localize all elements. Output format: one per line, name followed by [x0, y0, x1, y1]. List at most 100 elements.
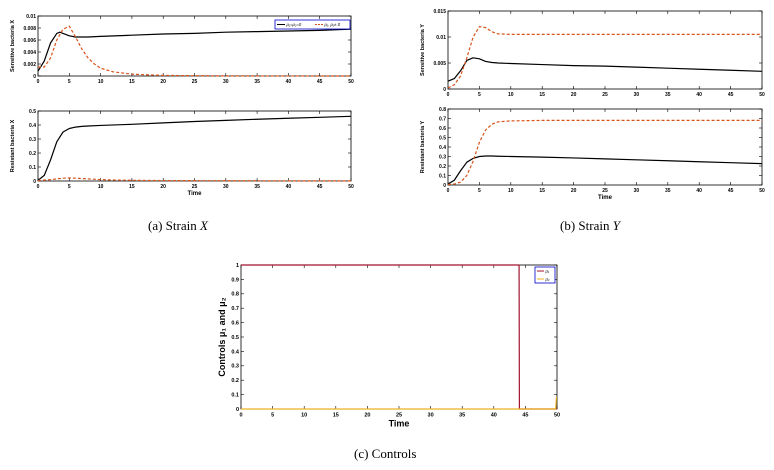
legend-label: μ₁, μ₂≠ 0: [324, 22, 341, 27]
series-line-1: [447, 26, 762, 89]
y-tick-label: 0.01: [26, 14, 36, 20]
legend-label: μ₁: [545, 269, 550, 274]
y-tick-label: 0.6: [231, 321, 239, 327]
y-axis-label: Resistant bacteria X: [10, 119, 16, 172]
caption-b-var: Y: [612, 218, 620, 233]
x-tick-label: 20: [571, 92, 577, 98]
series-line-1: [37, 177, 351, 182]
x-tick-label: 0: [37, 184, 40, 190]
y-axis-label: Controls μ₁ and μ₂: [217, 297, 227, 376]
x-tick-label: 25: [602, 188, 608, 194]
x-tick-label: 20: [571, 188, 577, 194]
x-tick-label: 30: [428, 413, 434, 419]
x-tick-label: 30: [223, 184, 229, 190]
caption-b: (b) Strain Y: [560, 218, 620, 234]
x-tick-label: 50: [554, 413, 560, 419]
y-axis-label: Sensitive bacteria Y: [420, 24, 426, 76]
y-tick-label: 0.002: [23, 62, 36, 68]
y-tick-label: 0.015: [433, 9, 446, 15]
series-line-1: [447, 119, 762, 186]
plot-area: [447, 10, 763, 90]
x-tick-label: 15: [539, 92, 545, 98]
y-tick-label: 0.4: [439, 145, 446, 151]
y-tick-label: 0.5: [231, 335, 239, 341]
legend: μ₁=μ₂=0 μ₁, μ₂≠ 0: [274, 19, 351, 30]
series-line-0: [241, 264, 557, 410]
y-tick-label: 0.8: [231, 292, 239, 298]
chart-controls: 0 5 10 15 20 25 30 35 40 45 50 0 0.1 0.2 0.3 0.4 0.5 0.6 0…: [217, 263, 560, 429]
caption-a-var: X: [199, 218, 208, 233]
caption-a: (a) Strain X: [148, 218, 208, 234]
x-tick-label: 45: [522, 413, 528, 419]
x-tick-label: 15: [333, 413, 339, 419]
y-axis-label: Resistant bacteria Y: [420, 120, 426, 173]
y-tick-label: 0.1: [231, 393, 239, 399]
x-tick-label: 15: [539, 188, 545, 194]
y-tick-label: 0: [443, 87, 446, 93]
y-tick-label: 0.7: [439, 116, 446, 122]
legend: μ₁ μ₂: [534, 266, 556, 284]
x-tick-label: 50: [348, 79, 354, 85]
y-tick-label: 0.4: [231, 349, 240, 355]
x-tick-label: 0: [37, 79, 40, 85]
plot-area: [447, 108, 763, 186]
x-axis-label: Time: [188, 191, 203, 197]
y-tick-label: 0.1: [29, 165, 36, 171]
x-tick-label: 40: [696, 92, 702, 98]
x-tick-label: 40: [491, 413, 497, 419]
x-tick-label: 10: [98, 79, 104, 85]
x-tick-label: 35: [459, 413, 465, 419]
y-tick-label: 0.1: [439, 173, 446, 179]
caption-a-text: (a) Strain: [148, 218, 200, 233]
y-tick-label: 0: [33, 74, 36, 80]
x-tick-label: 45: [728, 92, 734, 98]
x-tick-label: 15: [129, 79, 135, 85]
y-tick-label: 0.6: [439, 126, 446, 132]
y-tick-label: 0.008: [23, 26, 36, 32]
legend-box: [274, 19, 351, 30]
series-line-1: [38, 25, 352, 77]
x-tick-label: 30: [634, 92, 640, 98]
x-tick-label: 15: [129, 184, 135, 190]
y-tick-label: 0.2: [231, 378, 239, 384]
series-line-0: [447, 155, 763, 185]
x-tick-label: 30: [223, 79, 229, 85]
x-tick-label: 20: [364, 413, 370, 419]
caption-b-text: (b) Strain: [560, 218, 613, 233]
series-line-1: [241, 396, 557, 410]
x-tick-label: 40: [696, 188, 702, 194]
x-tick-label: 0: [239, 413, 242, 419]
x-tick-label: 45: [317, 79, 323, 85]
x-tick-label: 45: [728, 188, 734, 194]
y-tick-label: 0.3: [29, 137, 36, 143]
x-axis-label: Time: [598, 195, 613, 201]
y-tick-label: 0: [33, 179, 36, 185]
x-tick-label: 25: [192, 79, 198, 85]
x-tick-label: 5: [68, 79, 71, 85]
y-tick-label: 0.9: [231, 277, 239, 283]
y-tick-label: 0.005: [433, 61, 446, 67]
x-tick-label: 50: [759, 92, 765, 98]
legend-label: μ₁=μ₂=0: [286, 22, 302, 27]
x-tick-label: 30: [634, 188, 640, 194]
y-axis-label: Sensitive bacteria X: [10, 20, 16, 72]
x-tick-label: 25: [192, 184, 198, 190]
x-tick-label: 5: [478, 92, 481, 98]
x-tick-label: 20: [160, 184, 166, 190]
x-tick-label: 5: [271, 413, 274, 419]
x-tick-label: 50: [759, 188, 765, 194]
y-tick-label: 0.3: [439, 154, 446, 160]
legend-label: μ₂: [545, 277, 550, 282]
chart-sensitive-bacteria-x: 0 5 10 15 20 25 30 35 40 45 50 0 0.002 0.004 0.006 0.00…: [10, 14, 354, 85]
x-tick-label: 5: [68, 184, 71, 190]
x-tick-label: 45: [317, 184, 323, 190]
x-tick-label: 0: [447, 92, 450, 98]
series-line-0: [37, 28, 352, 72]
x-tick-label: 5: [478, 188, 481, 194]
series-line-0: [37, 115, 352, 181]
caption-c-text: (c) Controls: [354, 446, 417, 461]
x-tick-label: 10: [98, 184, 104, 190]
y-tick-label: 0.8: [439, 107, 446, 113]
x-tick-label: 35: [665, 92, 671, 98]
y-tick-label: 0.5: [29, 109, 36, 115]
